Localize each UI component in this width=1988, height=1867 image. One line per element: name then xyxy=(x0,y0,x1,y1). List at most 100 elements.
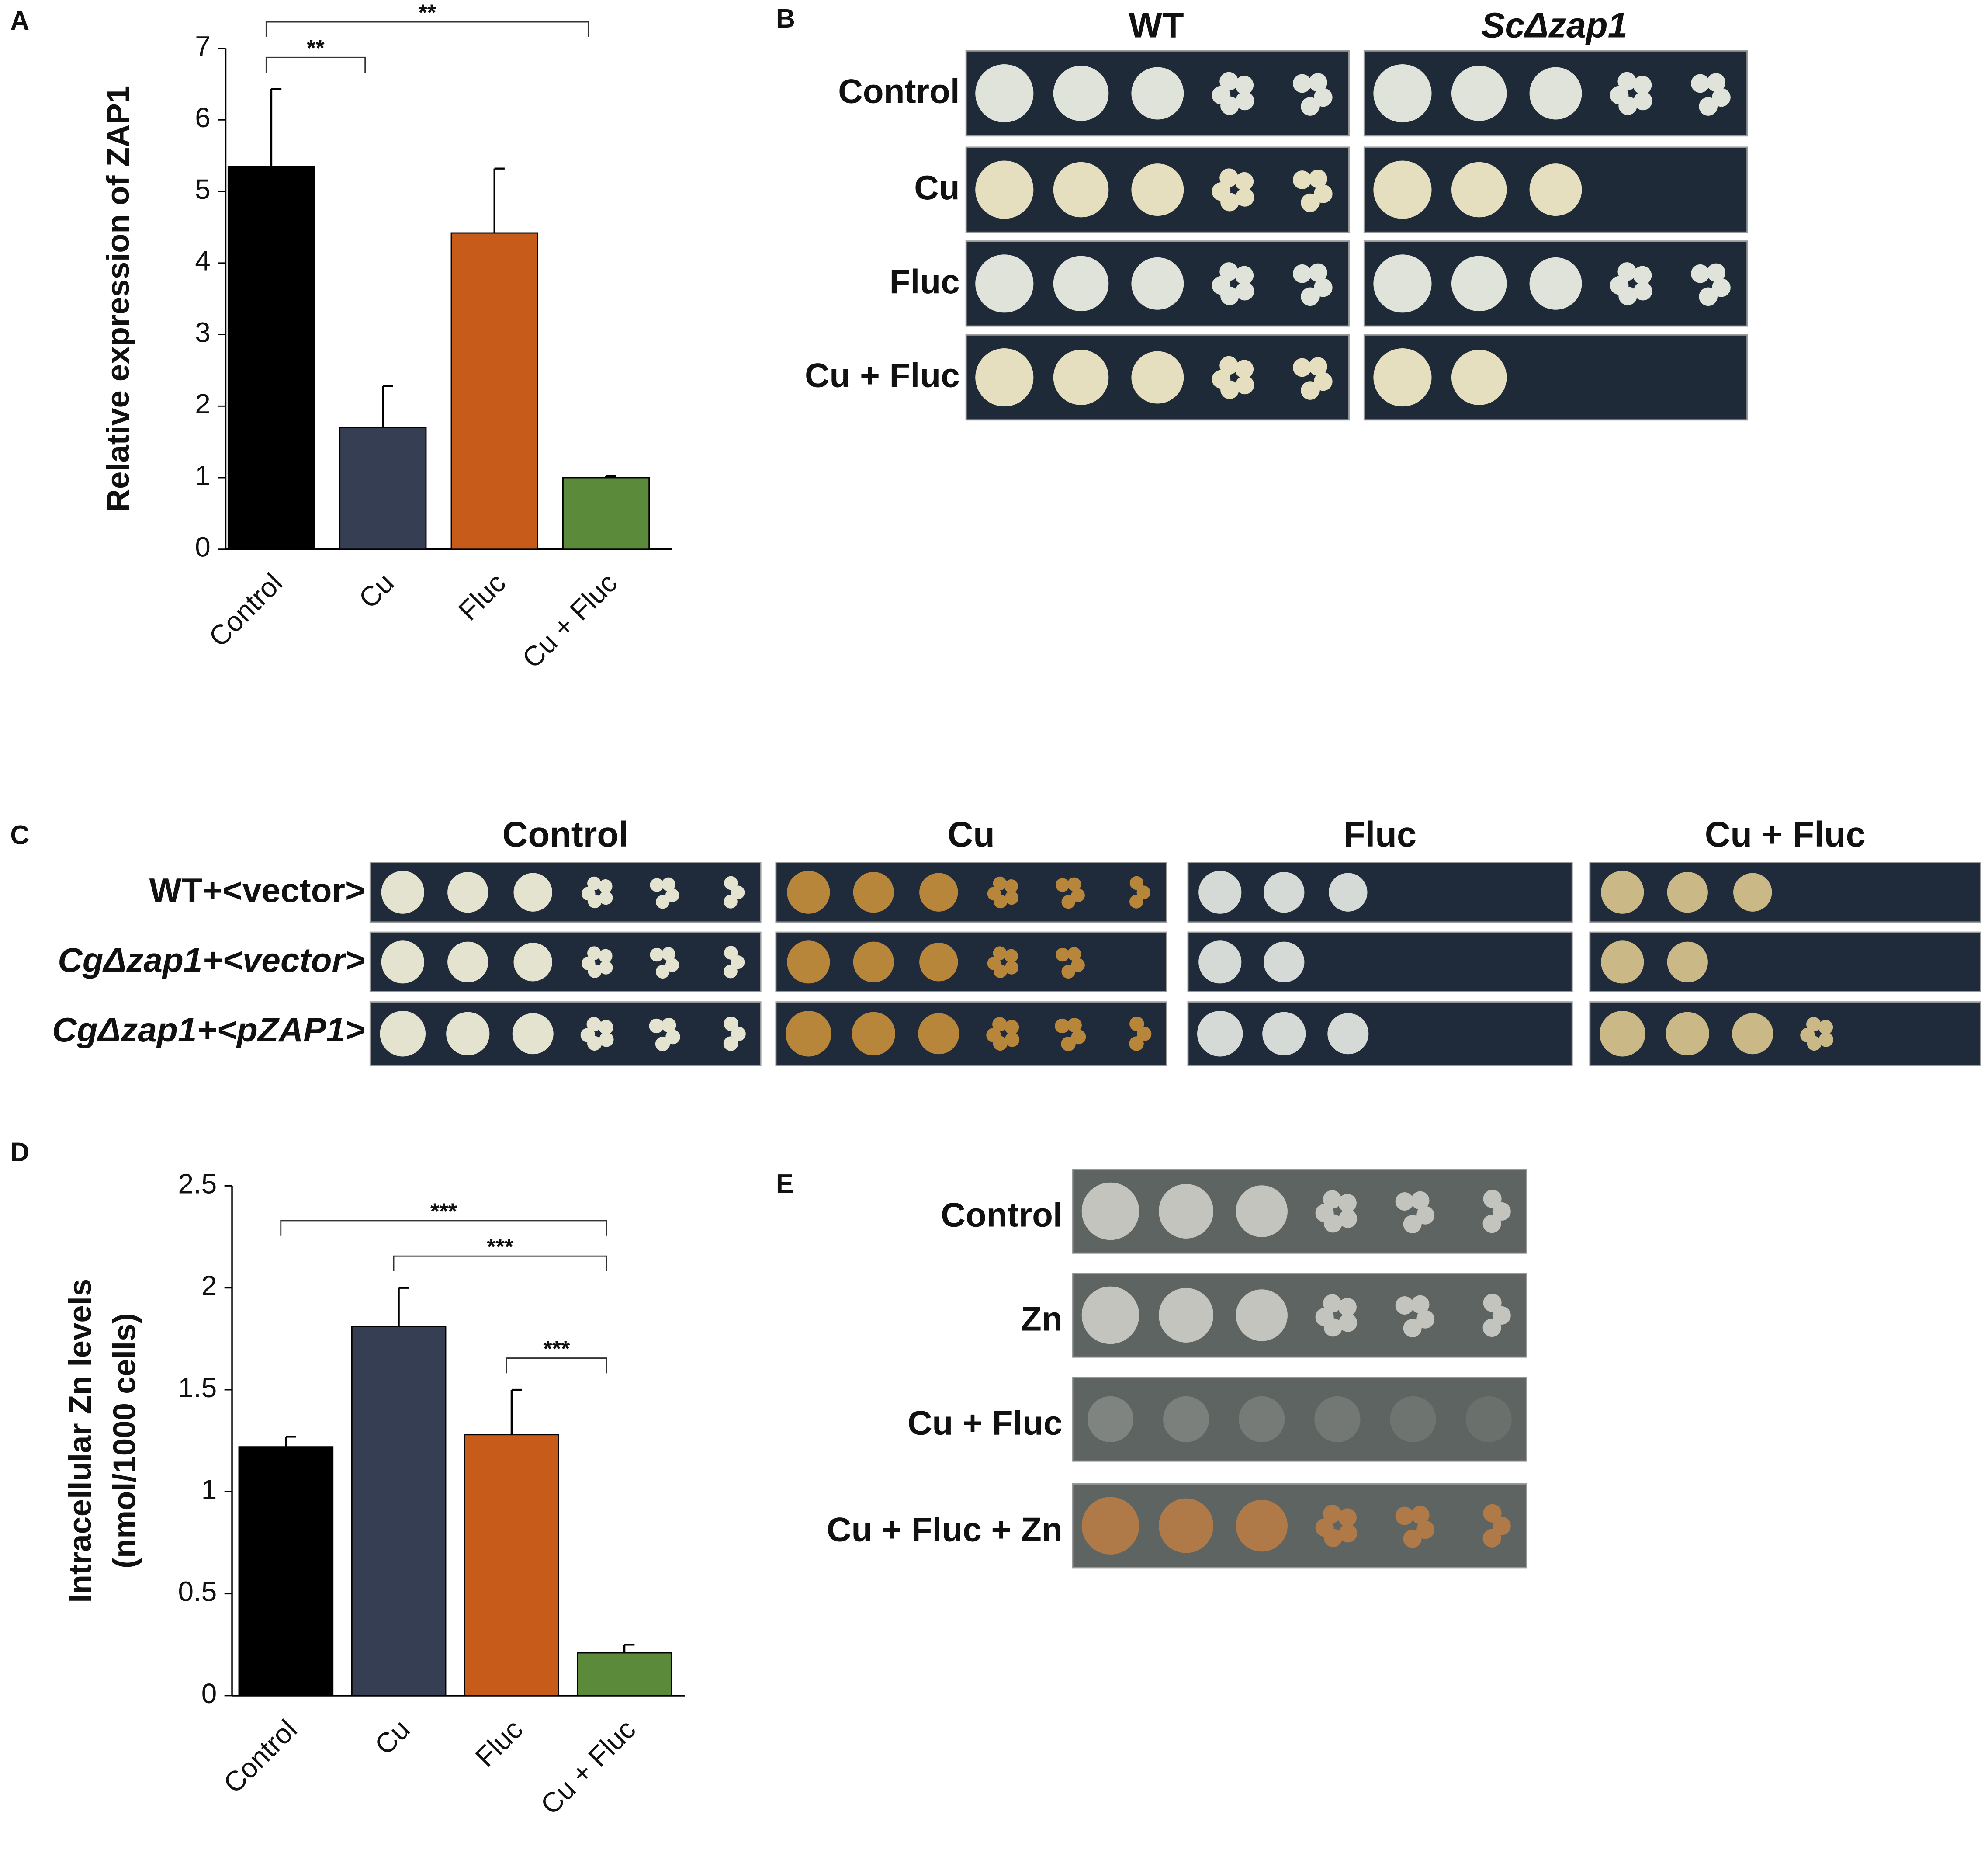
colony xyxy=(1732,1013,1773,1055)
colony xyxy=(1617,72,1637,91)
colony xyxy=(1159,1498,1214,1553)
colony xyxy=(1666,1012,1709,1055)
plate xyxy=(1187,931,1573,992)
colony xyxy=(975,348,1034,407)
row-label: Cu + Fluc xyxy=(805,356,960,395)
bar xyxy=(339,427,427,550)
colony xyxy=(662,877,675,892)
colony xyxy=(1314,1396,1361,1443)
colony xyxy=(599,891,613,905)
column-label: ScΔzap1 xyxy=(1481,6,1628,45)
plate xyxy=(1589,931,1981,992)
colony xyxy=(1323,1318,1342,1337)
column-label: WT xyxy=(1129,6,1184,45)
colony xyxy=(1264,941,1305,982)
colony xyxy=(1292,74,1312,93)
row-label: Zn xyxy=(1021,1300,1063,1338)
colony xyxy=(1004,1032,1020,1047)
colony xyxy=(1219,356,1238,375)
colony xyxy=(1314,184,1333,203)
colony xyxy=(1198,871,1242,914)
colony xyxy=(447,941,488,982)
colony xyxy=(1529,257,1582,310)
colony xyxy=(1451,350,1507,405)
plate xyxy=(1187,1001,1573,1066)
y-axis-label: (nmol/1000 cells) xyxy=(107,1313,142,1569)
panel-label: A xyxy=(10,6,29,36)
colony xyxy=(447,872,488,913)
colony xyxy=(588,964,602,978)
y-axis-label: Intracellular Zn levels xyxy=(62,1279,98,1603)
colony xyxy=(1235,76,1254,94)
colony xyxy=(1373,348,1432,407)
colony xyxy=(1264,872,1305,913)
colony xyxy=(1667,941,1708,982)
colony xyxy=(724,1016,738,1031)
colony xyxy=(1236,1499,1288,1552)
colony xyxy=(1239,1396,1285,1443)
colony xyxy=(1411,1191,1430,1210)
colony xyxy=(1220,380,1239,399)
colony xyxy=(1235,360,1254,378)
colony xyxy=(1236,1185,1288,1237)
colony xyxy=(446,1012,490,1055)
colony xyxy=(992,1017,1007,1032)
panel-label: D xyxy=(10,1137,29,1167)
bar xyxy=(562,477,650,550)
colony xyxy=(655,1037,670,1051)
colony xyxy=(993,946,1007,960)
panel-label: E xyxy=(776,1169,794,1199)
colony xyxy=(1329,873,1368,912)
colony xyxy=(918,1013,959,1055)
significance-label: ** xyxy=(307,36,325,61)
colony xyxy=(731,1026,746,1041)
colony xyxy=(1235,281,1254,301)
significance-label: *** xyxy=(430,1199,457,1224)
colony xyxy=(1338,1298,1357,1316)
colony xyxy=(381,940,424,984)
panel-label: C xyxy=(10,820,29,850)
colony xyxy=(1818,1032,1834,1047)
colony xyxy=(1618,286,1637,305)
colony xyxy=(1323,1294,1342,1313)
colony xyxy=(1262,1012,1306,1055)
y-tick-label: 1.5 xyxy=(178,1372,217,1403)
colony xyxy=(1482,1529,1501,1548)
significance-bracket xyxy=(280,1220,607,1236)
colony xyxy=(655,965,670,979)
colony xyxy=(1235,91,1254,111)
colony xyxy=(1131,67,1184,120)
y-tick-label: 3 xyxy=(195,316,211,348)
colony xyxy=(1053,66,1109,121)
colony xyxy=(599,1020,613,1035)
colony xyxy=(1061,895,1075,909)
y-tick-label: 2.5 xyxy=(178,1168,217,1199)
colony xyxy=(599,961,613,975)
colony xyxy=(1219,72,1238,91)
colony xyxy=(724,876,738,890)
colony xyxy=(1004,1020,1019,1035)
colony xyxy=(1131,351,1184,404)
colony xyxy=(1618,96,1637,115)
colony xyxy=(1136,1026,1152,1041)
row-label: Cu xyxy=(914,168,959,207)
row-label: Control xyxy=(838,72,959,111)
colony xyxy=(1220,96,1239,115)
colony xyxy=(853,941,894,982)
y-tick-label: 4 xyxy=(195,245,211,277)
colony xyxy=(1314,372,1333,391)
colony xyxy=(1136,885,1150,899)
colony xyxy=(1129,1036,1144,1051)
colony xyxy=(1338,1508,1357,1527)
colony xyxy=(1529,163,1582,216)
colony xyxy=(1053,162,1109,218)
colony xyxy=(1053,350,1109,405)
plate xyxy=(1072,1273,1527,1358)
plate xyxy=(1187,862,1573,923)
colony xyxy=(1219,262,1238,281)
colony xyxy=(1691,74,1710,93)
row-label: Control xyxy=(941,1196,1062,1234)
y-tick-label: 1 xyxy=(195,460,211,491)
colony xyxy=(1131,257,1184,310)
